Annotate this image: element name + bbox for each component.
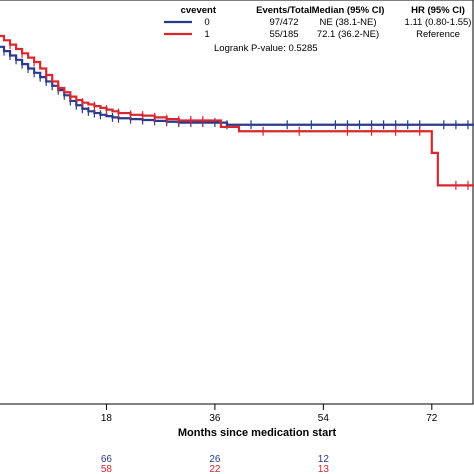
legend-header-events: Events/Total <box>256 5 312 16</box>
legend-group-0: 0 <box>204 17 209 28</box>
x-tick-label: 72 <box>426 413 438 424</box>
risk-table: 66 26 12 58 22 13 <box>101 454 329 474</box>
legend: cvevent Events/Total Median (95% CI) HR (95… <box>164 5 471 54</box>
x-tick-label: 54 <box>318 413 330 424</box>
legend-hr-1: Reference <box>416 29 460 40</box>
legend-header-median: Median (95% CI) <box>312 5 385 16</box>
legend-group-1: 1 <box>204 29 209 40</box>
x-axis-title: Months since medication start <box>178 427 337 439</box>
risk-count-0: 26 <box>209 454 221 465</box>
legend-hr-0: 1.11 (0.80-1.55) <box>405 17 472 28</box>
x-tick-label: 36 <box>209 413 221 424</box>
legend-median-0: NE (38.1-NE) <box>319 17 376 28</box>
logrank-pvalue: Logrank P-value: 0.5285 <box>214 43 318 54</box>
legend-header-hr: HR (95% CI) <box>411 5 465 16</box>
risk-count-0: 12 <box>318 454 330 465</box>
x-axis: 18 36 54 72 <box>101 404 438 424</box>
x-tick-label: 18 <box>101 413 113 424</box>
risk-count-1: 13 <box>318 464 330 474</box>
legend-median-1: 72.1 (36.2-NE) <box>317 29 379 40</box>
legend-events-0: 97/472 <box>269 17 298 28</box>
series-group-1 <box>0 34 474 190</box>
legend-events-1: 55/185 <box>269 29 298 40</box>
risk-count-1: 22 <box>209 464 221 474</box>
plot-frame <box>0 0 474 405</box>
series-layer <box>0 34 474 190</box>
risk-count-1: 58 <box>101 464 113 474</box>
legend-header-group: cvevent <box>181 5 217 16</box>
risk-count-0: 66 <box>101 454 113 465</box>
plot-area <box>0 0 474 405</box>
